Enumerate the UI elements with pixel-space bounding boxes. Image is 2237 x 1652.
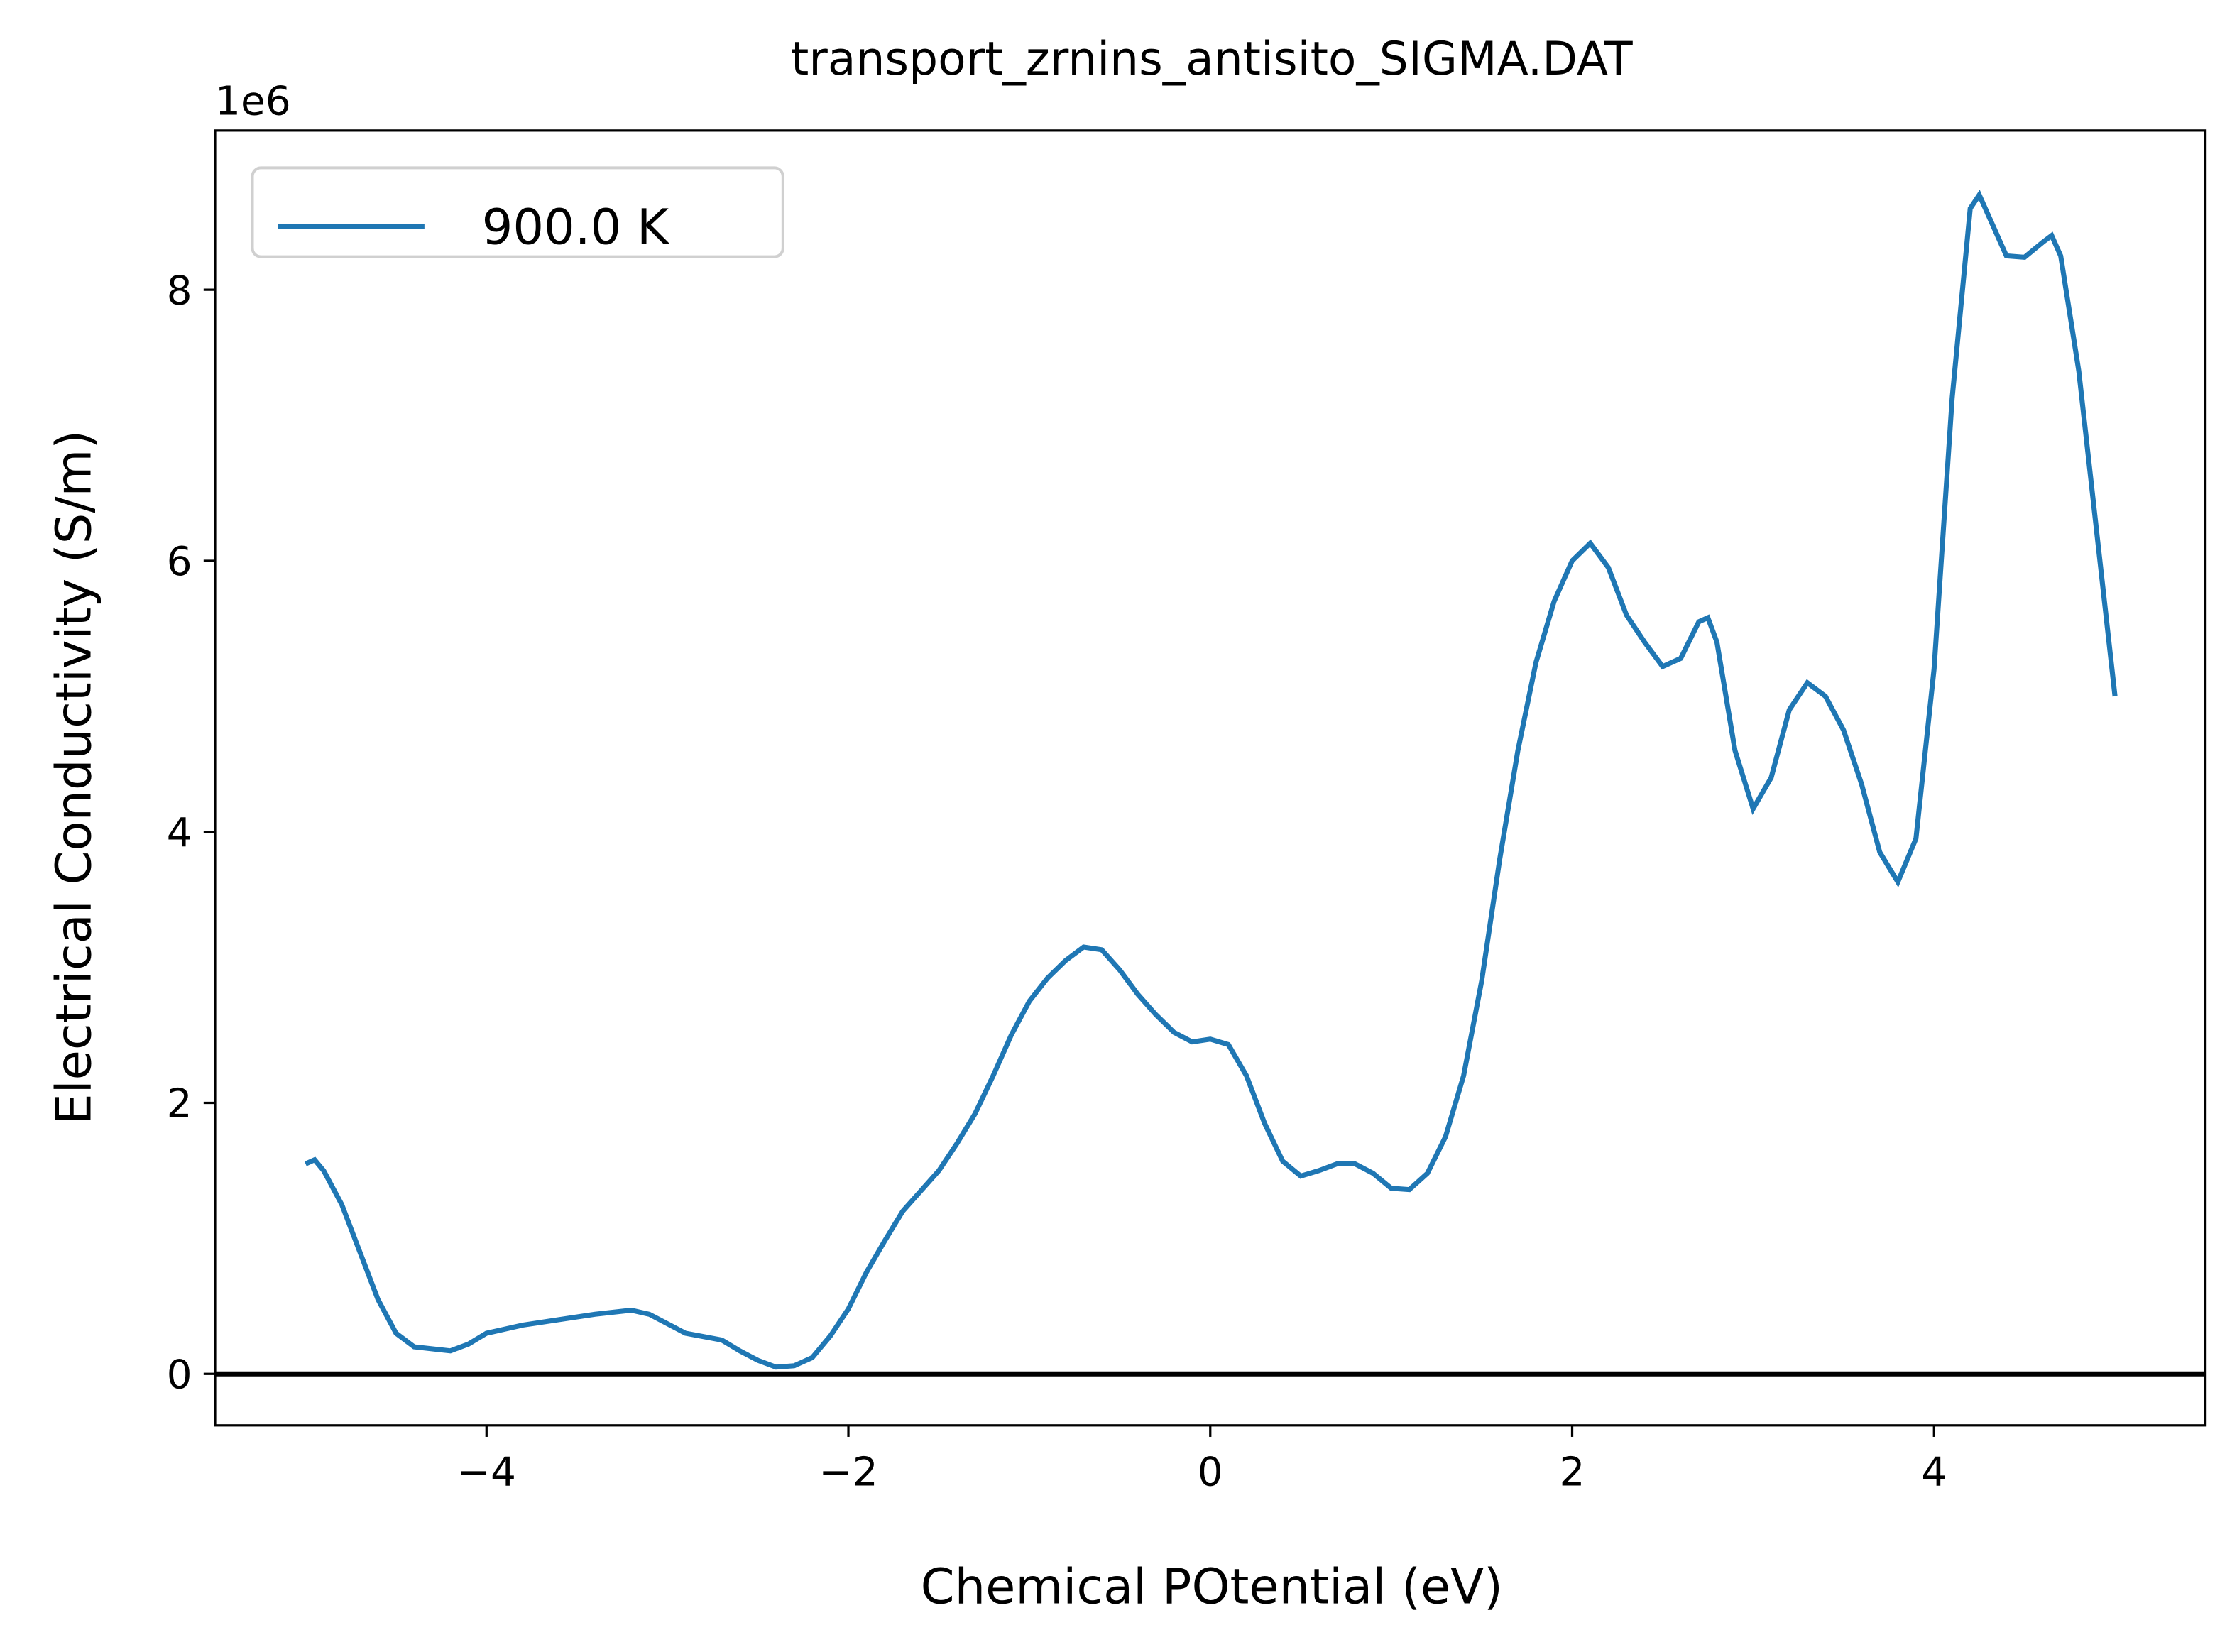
y-axis-label: Electrical Conductivity (S/m) — [45, 430, 102, 1125]
y-tick-label: 8 — [167, 268, 192, 314]
y-tick-label: 6 — [167, 539, 192, 585]
x-axis-label: Chemical POtential (eV) — [921, 1558, 1503, 1615]
legend-box — [251, 166, 784, 258]
x-tick-label: −2 — [819, 1450, 877, 1496]
x-tick-label: 2 — [1560, 1450, 1585, 1496]
x-tick-label: −4 — [457, 1450, 516, 1496]
plot-frame — [214, 129, 2207, 1427]
y-offset-label: 1e6 — [215, 79, 291, 125]
y-tick-label: 2 — [167, 1081, 192, 1127]
data-line — [304, 190, 2118, 1370]
chart-title: transport_zrnins_antisito_SIGMA.DAT — [791, 33, 1633, 86]
legend-label: 900.0 K — [482, 199, 670, 256]
y-tick-label: 4 — [167, 810, 192, 856]
x-tick-label: 4 — [1921, 1450, 1947, 1496]
x-tick-label: 0 — [1198, 1450, 1223, 1496]
y-tick-label: 0 — [167, 1352, 192, 1398]
